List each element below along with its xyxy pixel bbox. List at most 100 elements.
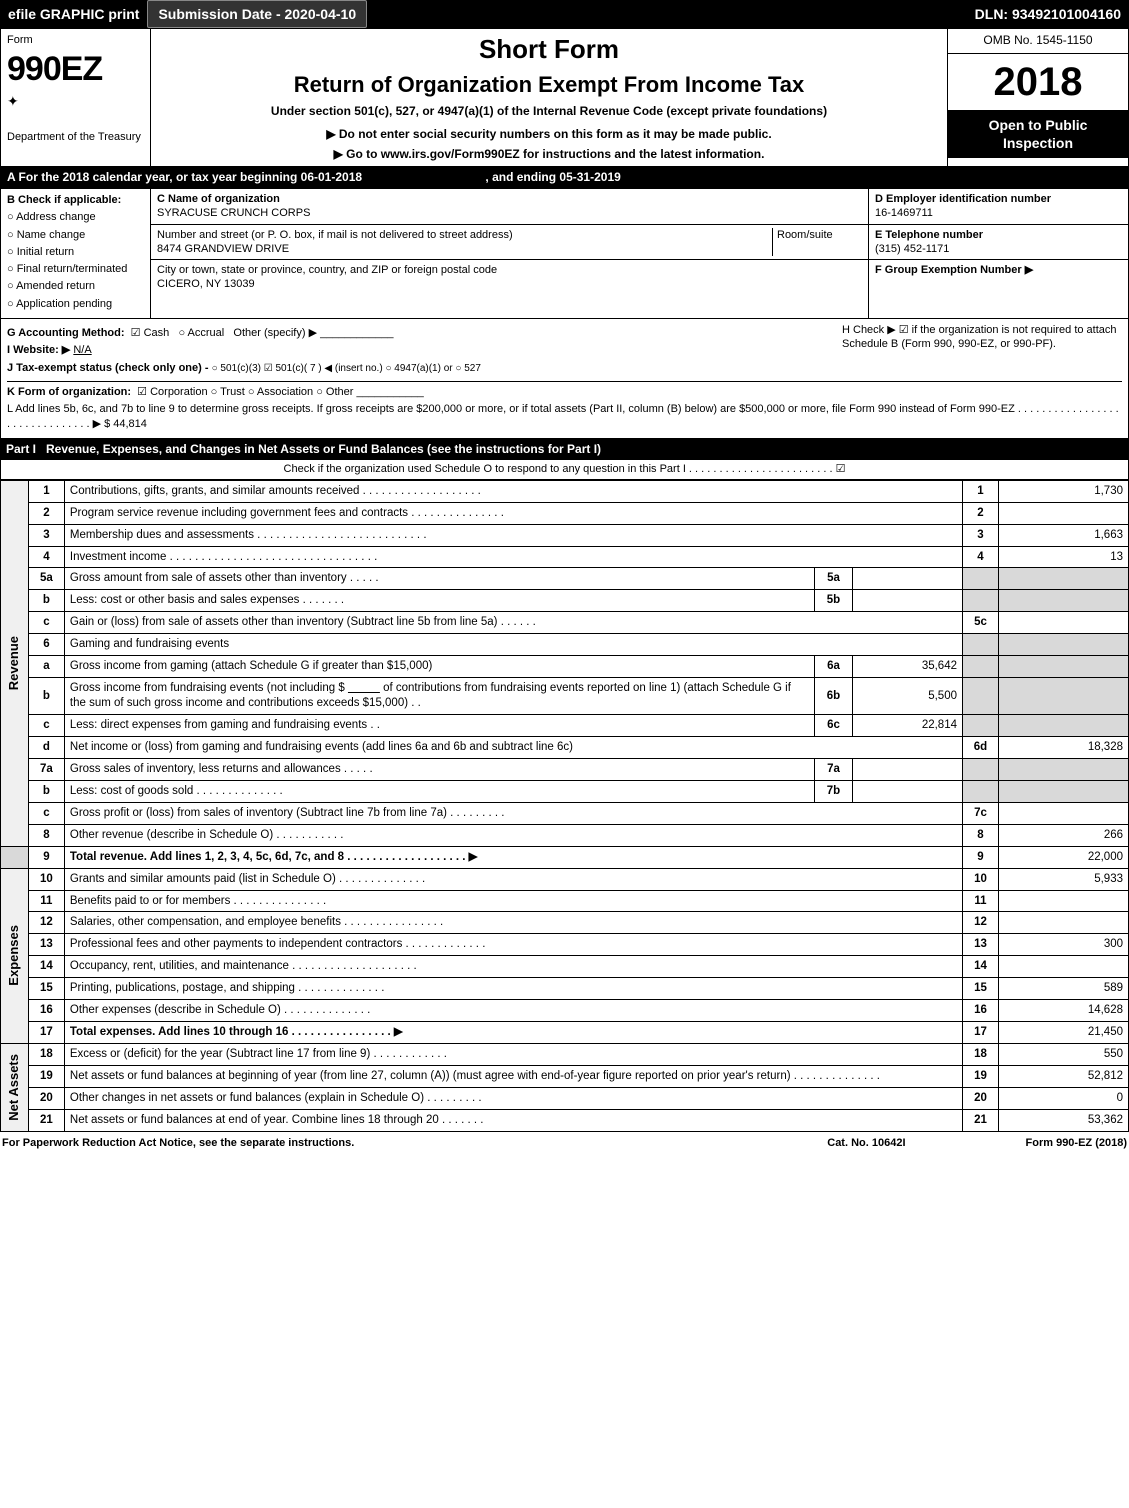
line-14-num: 14 <box>963 956 999 978</box>
section-k: K Form of organization: ☑ Corporation ○ … <box>7 381 1122 399</box>
line-5b-subval <box>853 590 963 612</box>
cb-initial-return[interactable]: ○ Initial return <box>7 245 144 259</box>
line-5b-desc: Less: cost or other basis and sales expe… <box>64 590 814 612</box>
line-17-desc: Total expenses. Add lines 10 through 16 … <box>64 1022 962 1044</box>
line-7c-num: 7c <box>963 802 999 824</box>
line-2-no: 2 <box>28 502 64 524</box>
line-6c-amt-shade <box>999 715 1129 737</box>
revenue-vlabel: Revenue <box>1 480 29 846</box>
section-b: B Check if applicable: ○ Address change … <box>1 189 151 318</box>
page-footer: For Paperwork Reduction Act Notice, see … <box>0 1132 1129 1154</box>
dln-label: DLN: 93492101004160 <box>967 1 1129 27</box>
line-7c-no: c <box>28 802 64 824</box>
efile-label[interactable]: efile GRAPHIC print <box>0 1 147 27</box>
line-4-amt: 13 <box>999 546 1129 568</box>
part-i-label: Part I <box>6 442 36 458</box>
line-20-amt: 0 <box>999 1087 1129 1109</box>
line-10-amt: 5,933 <box>999 868 1129 890</box>
line-7c-desc: Gross profit or (loss) from sales of inv… <box>64 802 962 824</box>
title-cell: Short Form Return of Organization Exempt… <box>151 29 948 166</box>
line-3-desc: Membership dues and assessments . . . . … <box>64 524 962 546</box>
line-15-num: 15 <box>963 978 999 1000</box>
line-4-no: 4 <box>28 546 64 568</box>
submission-date-button[interactable]: Submission Date - 2020-04-10 <box>147 0 367 28</box>
line-6-shade <box>963 634 999 656</box>
line-5a-subval <box>853 568 963 590</box>
d-value: 16-1469711 <box>875 207 933 219</box>
footer-right: Form 990-EZ (2018) <box>1026 1136 1127 1150</box>
line-7c-amt <box>999 802 1129 824</box>
line-2-num: 2 <box>963 502 999 524</box>
c-street-value: 8474 GRANDVIEW DRIVE <box>157 243 289 255</box>
line-7a-shade <box>963 758 999 780</box>
line-6b-no: b <box>28 678 64 715</box>
line-9-num: 9 <box>963 846 999 868</box>
section-b-title: B Check if applicable: <box>7 193 144 207</box>
line-20-no: 20 <box>28 1087 64 1109</box>
line-6a-desc: Gross income from gaming (attach Schedul… <box>64 656 814 678</box>
line-4-num: 4 <box>963 546 999 568</box>
line-11-desc: Benefits paid to or for members . . . . … <box>64 890 962 912</box>
line-7b-amt-shade <box>999 780 1129 802</box>
line-5b-no: b <box>28 590 64 612</box>
c-street-label: Number and street (or P. O. box, if mail… <box>157 229 513 241</box>
line-6b-shade <box>963 678 999 715</box>
line-14-amt <box>999 956 1129 978</box>
line-18-no: 18 <box>28 1044 64 1066</box>
c-city-label: City or town, state or province, country… <box>157 264 497 276</box>
line-20-desc: Other changes in net assets or fund bala… <box>64 1087 962 1109</box>
line-15-desc: Printing, publications, postage, and shi… <box>64 978 962 1000</box>
c-city-value: CICERO, NY 13039 <box>157 278 255 290</box>
goto-link[interactable]: ▶ Go to www.irs.gov/Form990EZ for instru… <box>159 147 939 163</box>
line-3-no: 3 <box>28 524 64 546</box>
cb-amended-return[interactable]: ○ Amended return <box>7 279 144 293</box>
cb-address-change[interactable]: ○ Address change <box>7 210 144 224</box>
line-9-desc: Total revenue. Add lines 1, 2, 3, 4, 5c,… <box>64 846 962 868</box>
period-row: A For the 2018 calendar year, or tax yea… <box>0 167 1129 189</box>
section-c: C Name of organization SYRACUSE CRUNCH C… <box>151 189 868 318</box>
cb-final-return[interactable]: ○ Final return/terminated <box>7 262 144 276</box>
open-to-public: Open to Public Inspection <box>948 110 1128 158</box>
line-7b-desc: Less: cost of goods sold . . . . . . . .… <box>64 780 814 802</box>
line-6a-sub: 6a <box>815 656 853 678</box>
line-6d-no: d <box>28 736 64 758</box>
section-h: H Check ▶ ☑ if the organization is not r… <box>842 323 1122 352</box>
line-15-amt: 589 <box>999 978 1129 1000</box>
line-6b-desc: Gross income from fundraising events (no… <box>64 678 814 715</box>
line-6b-subval: 5,500 <box>853 678 963 715</box>
line-5b-sub: 5b <box>815 590 853 612</box>
line-6a-amt-shade <box>999 656 1129 678</box>
line-6b-amt-shade <box>999 678 1129 715</box>
line-5c-desc: Gain or (loss) from sale of assets other… <box>64 612 962 634</box>
line-11-num: 11 <box>963 890 999 912</box>
line-8-no: 8 <box>28 824 64 846</box>
cb-other-method[interactable]: Other (specify) ▶ ____________ <box>233 327 393 339</box>
section-l: L Add lines 5b, 6c, and 7b to line 9 to … <box>7 402 1122 431</box>
line-7a-sub: 7a <box>815 758 853 780</box>
part-i-check: Check if the organization used Schedule … <box>0 460 1129 479</box>
e-label: E Telephone number <box>875 229 983 241</box>
line-6a-shade <box>963 656 999 678</box>
period-end: , and ending 05-31-2019 <box>485 170 620 184</box>
tax-year: 2018 <box>948 54 1128 110</box>
line-18-amt: 550 <box>999 1044 1129 1066</box>
line-6c-no: c <box>28 715 64 737</box>
line-11-amt <box>999 890 1129 912</box>
cb-accrual[interactable]: ○ Accrual <box>178 327 224 339</box>
line-6d-num: 6d <box>963 736 999 758</box>
cb-name-change[interactable]: ○ Name change <box>7 228 144 242</box>
omb-number: OMB No. 1545-1150 <box>948 29 1128 54</box>
line-18-num: 18 <box>963 1044 999 1066</box>
line-7a-desc: Gross sales of inventory, less returns a… <box>64 758 814 780</box>
line-8-amt: 266 <box>999 824 1129 846</box>
line-10-no: 10 <box>28 868 64 890</box>
cb-application-pending[interactable]: ○ Application pending <box>7 297 144 311</box>
line-7a-subval <box>853 758 963 780</box>
rev-spacer <box>1 846 29 868</box>
line-5a-shade <box>963 568 999 590</box>
form-number: 990EZ <box>7 47 144 91</box>
line-21-amt: 53,362 <box>999 1109 1129 1131</box>
line-17-num: 17 <box>963 1022 999 1044</box>
cb-cash[interactable]: ☑ Cash <box>131 327 170 339</box>
line-3-num: 3 <box>963 524 999 546</box>
